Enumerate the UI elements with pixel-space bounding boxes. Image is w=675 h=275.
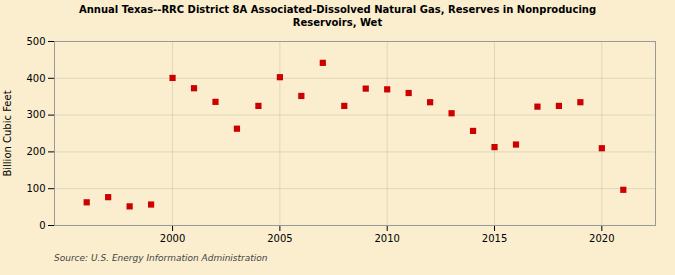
svg-text:300: 300 xyxy=(26,109,45,120)
svg-text:2015: 2015 xyxy=(482,233,507,244)
svg-text:100: 100 xyxy=(26,183,45,194)
svg-text:0: 0 xyxy=(39,220,45,231)
html-text:Annual Texas--RRC District 8A: Annual Texas--RRC District 8A Associated… xyxy=(78,4,597,28)
svg-text:2000: 2000 xyxy=(160,233,185,244)
svg-text:200: 200 xyxy=(26,146,45,157)
html-text:Source: U.S. Energy Informatio: Source: U.S. Energy Information Administ… xyxy=(54,253,268,263)
svg-text:Billion Cubic Feet: Billion Cubic Feet xyxy=(2,90,13,176)
svg-text:2005: 2005 xyxy=(267,233,292,244)
svg-text:2010: 2010 xyxy=(374,233,399,244)
svg-text:500: 500 xyxy=(26,36,45,47)
svg-text:2020: 2020 xyxy=(589,233,614,244)
svg-text:400: 400 xyxy=(26,73,45,84)
